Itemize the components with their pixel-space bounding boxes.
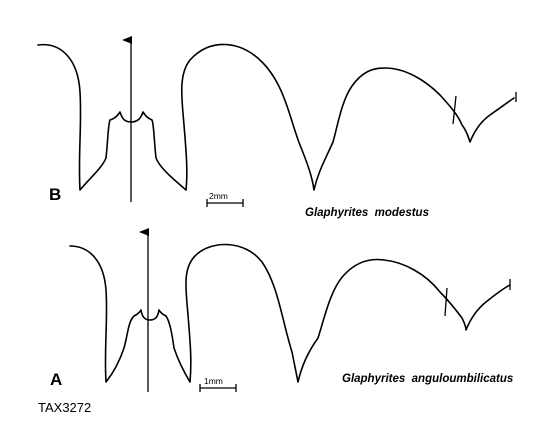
scale-label-b: 2mm [209,191,228,201]
scale-bar-b [206,199,244,207]
panel-b: 2mm B Glaphyrites modestus [37,36,517,219]
panel-letter-b: B [49,185,61,204]
panel-letter-a: A [50,370,62,389]
suture-line-a [69,243,511,383]
umbilical-seam-mark-a [444,287,448,317]
panel-a: 1mm A Glaphyrites anguloumbilicatus [50,228,513,392]
species-name-a: Glaphyrites anguloumbilicatus [342,373,513,385]
specimen-id: TAX3272 [38,400,91,415]
scale-bar-a [199,384,237,392]
species-name-b: Glaphyrites modestus [305,207,429,219]
suture-line-b [37,43,515,191]
umbilical-seam-mark-b [452,95,457,125]
scale-label-a: 1mm [204,376,223,386]
